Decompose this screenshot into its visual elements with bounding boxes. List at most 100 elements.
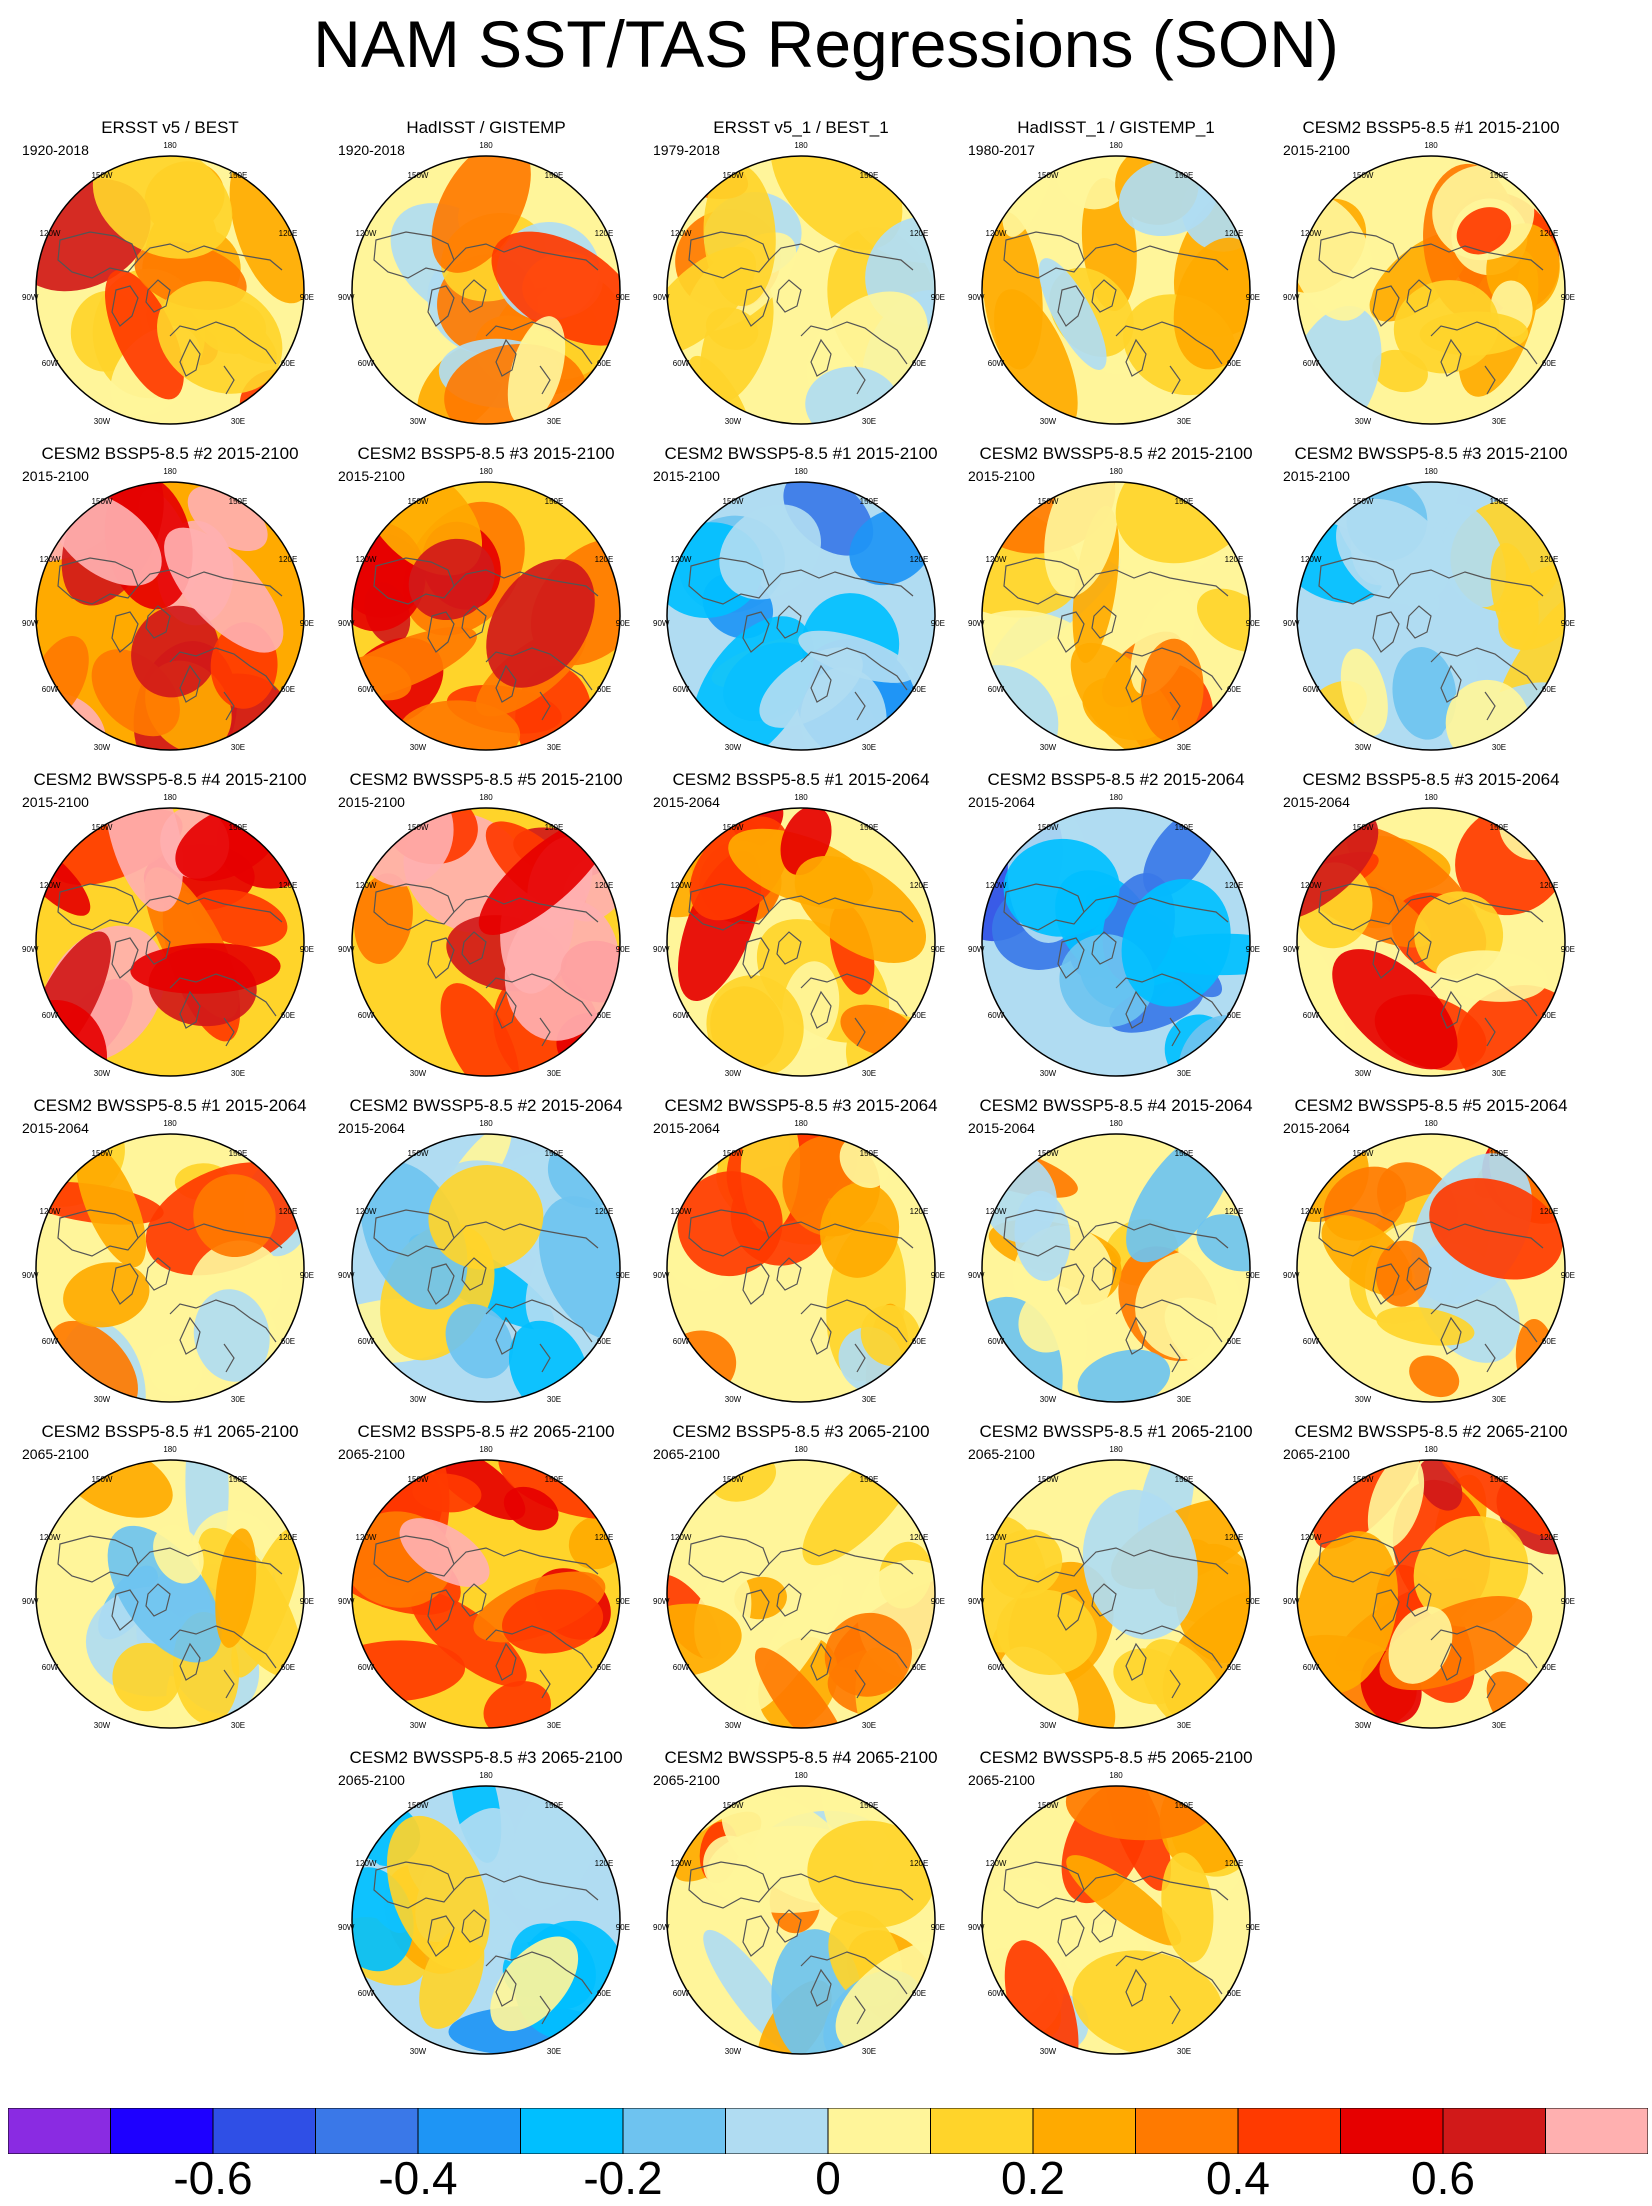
coastline: [1125, 1316, 1147, 1355]
coastline: [223, 691, 235, 721]
longitude-label: 60W: [358, 1011, 375, 1020]
map-border: [1296, 807, 1566, 1077]
longitude-label: 60E: [281, 685, 295, 694]
longitude-label: 60E: [912, 685, 926, 694]
coastline: [539, 1669, 551, 1699]
longitude-label: 120W: [671, 229, 692, 238]
coastline: [179, 1316, 201, 1355]
longitude-label: 60E: [1227, 1663, 1241, 1672]
panel-period: 2015-2064: [653, 1120, 720, 1136]
longitude-label: 30W: [94, 1721, 111, 1730]
anomaly-contour: [130, 943, 281, 994]
longitude-label: 150W: [723, 1149, 744, 1158]
coastline: [1440, 1642, 1462, 1681]
polar-map: 180 0 90W 90E 120W 150W 150E 120E 60W 30W 60E 30E: [338, 1119, 630, 1418]
longitude-label: 180: [163, 141, 177, 150]
panel-period: 2065-2100: [1283, 1446, 1350, 1462]
map-panel: CESM2 BWSSP5-8.5 #2 2015-2064 2015-2064 18…: [336, 1096, 636, 1418]
coastline: [461, 605, 487, 639]
map-border: [35, 807, 305, 1077]
anomaly-contour: [538, 1196, 620, 1341]
coastline: [776, 279, 802, 313]
longitude-label: 120E: [279, 1533, 298, 1542]
coastline: [1091, 931, 1117, 965]
longitude-label: 150W: [1353, 1149, 1374, 1158]
longitude-label: 90W: [22, 1597, 39, 1606]
coastline: [145, 1583, 171, 1617]
coastline: [145, 279, 171, 313]
map-panel: CESM2 BWSSP5-8.5 #2 2065-2100 2065-2100 18…: [1281, 1422, 1581, 1744]
longitude-label: 60W: [673, 1663, 690, 1672]
coastline: [1125, 1642, 1147, 1681]
coastline: [1125, 338, 1147, 377]
longitude-label: 120E: [595, 1859, 614, 1868]
coastline: [688, 557, 770, 605]
longitude-label: 60E: [281, 359, 295, 368]
longitude-label: 30W: [410, 1395, 427, 1404]
longitude-label: 90E: [300, 619, 314, 628]
colorbar-swatch: [520, 2108, 624, 2154]
longitude-label: 120W: [40, 555, 61, 564]
longitude-label: 0: [1429, 1417, 1434, 1418]
longitude-label: 180: [794, 1445, 808, 1454]
longitude-label: 0: [799, 439, 804, 440]
longitude-label: 30W: [1040, 417, 1057, 426]
polar-map: 180 0 90W 90E 120W 150W 150E 120E 60W 30W 60E 30E: [653, 1119, 945, 1418]
coastline: [800, 1951, 908, 1995]
panel-title: CESM2 BWSSP5-8.5 #5 2015-2100: [349, 770, 623, 789]
map-panel: CESM2 BWSSP5-8.5 #1 2015-2064 2015-2064 18…: [20, 1096, 320, 1418]
longitude-label: 150E: [1175, 497, 1194, 506]
panel-title: CESM2 BSSP5-8.5 #1 2065-2100: [41, 1422, 299, 1441]
anomaly-contour: [667, 1603, 742, 1677]
map-panel: CESM2 BWSSP5-8.5 #4 2015-2100 2015-2100 18…: [20, 770, 320, 1092]
coastline: [485, 647, 593, 691]
anomaly-contour: [1456, 207, 1512, 255]
longitude-label: 90E: [1246, 1597, 1260, 1606]
map-border: [981, 1785, 1251, 2055]
longitude-label: 120W: [986, 1859, 1007, 1868]
longitude-label: 90E: [616, 619, 630, 628]
longitude-label: 60E: [597, 1011, 611, 1020]
coastline: [137, 243, 283, 271]
coastline: [810, 1642, 832, 1681]
map-border: [981, 155, 1251, 425]
longitude-label: 90W: [338, 619, 355, 628]
anomaly-contour: [399, 1518, 490, 1587]
coastline: [768, 1873, 914, 1901]
longitude-label: 90W: [22, 619, 39, 628]
longitude-label: 0: [799, 1417, 804, 1418]
anomaly-contour: [502, 1589, 604, 1654]
anomaly-contour: [1055, 156, 1134, 210]
panel-period: 1920-2018: [338, 142, 405, 158]
longitude-label: 60E: [281, 1663, 295, 1672]
coastline: [453, 569, 599, 597]
coastline: [800, 1625, 908, 1669]
coastline: [179, 664, 201, 703]
anomaly-contour: [994, 289, 1078, 424]
map-border: [351, 481, 621, 751]
longitude-label: 120W: [1301, 555, 1322, 564]
longitude-label: 120W: [671, 881, 692, 890]
longitude-label: 30W: [725, 2047, 742, 2056]
longitude-label: 60E: [912, 1663, 926, 1672]
longitude-label: 150W: [1038, 1475, 1059, 1484]
coastline: [1003, 557, 1085, 605]
longitude-label: 0: [1114, 1091, 1119, 1092]
coastline: [742, 285, 770, 327]
polar-map: 180 0 90W 90E 120W 150W 150E 120E 60W 30W 60E 30E: [338, 1771, 630, 2070]
coastline: [688, 883, 770, 931]
coastline: [453, 1873, 599, 1901]
coastline: [776, 1909, 802, 1943]
longitude-label: 120E: [910, 881, 929, 890]
longitude-label: 90W: [968, 293, 985, 302]
longitude-label: 60E: [281, 1337, 295, 1346]
map-border: [1296, 155, 1566, 425]
longitude-label: 90W: [22, 1271, 39, 1280]
longitude-label: 90W: [1283, 293, 1300, 302]
colorbar-swatch: [1237, 2108, 1341, 2154]
longitude-label: 180: [1424, 793, 1438, 802]
map-border: [981, 807, 1251, 1077]
longitude-label: 60W: [1303, 1011, 1320, 1020]
longitude-label: 60E: [1227, 1011, 1241, 1020]
coastline: [776, 1583, 802, 1617]
